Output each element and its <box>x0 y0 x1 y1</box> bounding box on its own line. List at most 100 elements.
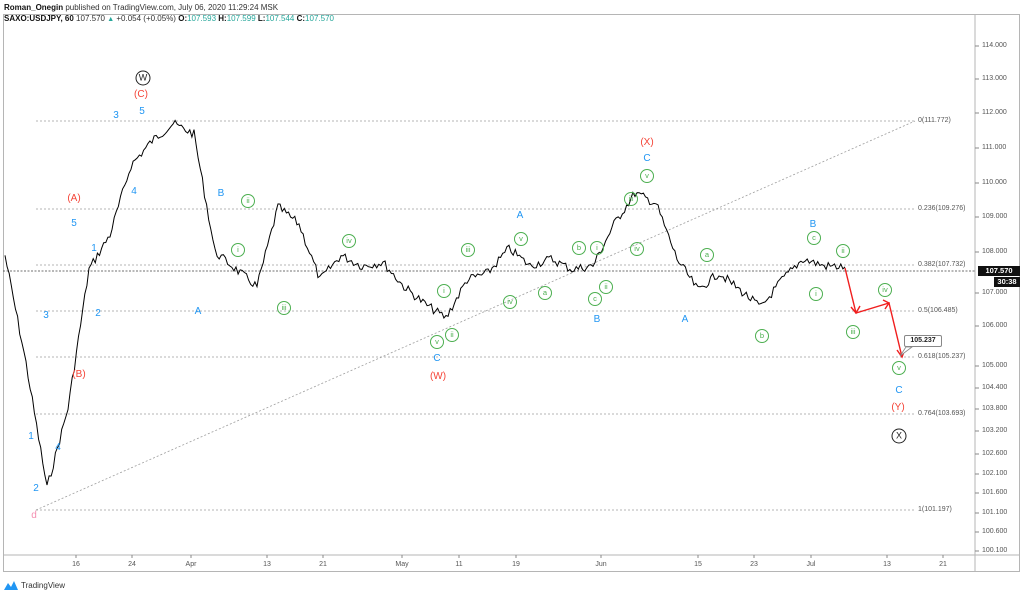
time-axis-ticks <box>75 555 944 558</box>
price-tick-label: 112.000 <box>982 109 1007 116</box>
chart-header: Roman_Onegin published on TradingView.co… <box>4 2 334 25</box>
price-change: +0.054 (+0.05%) <box>116 14 176 23</box>
wave-label[interactable]: i <box>231 243 245 257</box>
time-tick-label: 21 <box>319 561 327 568</box>
projection-arrows <box>844 267 906 359</box>
wave-label[interactable]: v <box>892 361 906 375</box>
wave-label[interactable]: A <box>516 210 524 221</box>
time-tick-label: 23 <box>750 561 758 568</box>
price-tick-label: 111.000 <box>982 144 1007 151</box>
time-tick-label: 15 <box>694 561 702 568</box>
wave-label[interactable]: B <box>809 219 817 230</box>
fib-level-label: 0.764(103.693) <box>918 410 966 417</box>
wave-label[interactable]: 4 <box>55 442 61 453</box>
tradingview-logo-text: TradingView <box>21 581 66 590</box>
time-tick-label: 13 <box>263 561 271 568</box>
wave-label[interactable]: (C) <box>134 89 148 100</box>
wave-label[interactable]: (X) <box>640 137 654 148</box>
wave-label[interactable]: b <box>755 329 769 343</box>
wave-label[interactable]: iv <box>878 283 892 297</box>
callout-pointer <box>899 346 914 357</box>
wave-label[interactable]: X <box>891 428 907 444</box>
high-label: H: <box>218 14 227 23</box>
wave-label[interactable]: iii <box>846 325 860 339</box>
time-tick-label: 13 <box>883 561 891 568</box>
wave-label[interactable]: A <box>194 306 202 317</box>
wave-label[interactable]: 4 <box>131 186 137 197</box>
close-value: 107.570 <box>305 14 334 23</box>
fib-level-label: 0.618(105.237) <box>918 353 966 360</box>
wave-label[interactable]: 3 <box>113 110 119 121</box>
price-tick-label: 114.000 <box>982 42 1007 49</box>
wave-label[interactable]: C <box>643 153 651 164</box>
wave-label[interactable]: W <box>135 70 151 86</box>
wave-label[interactable]: i <box>809 287 823 301</box>
wave-label[interactable]: 1 <box>28 431 34 442</box>
low-value: 107.544 <box>265 14 295 23</box>
wave-label[interactable]: ii <box>599 280 613 294</box>
symbol-name: SAXO:USDJPY, 60 <box>4 14 74 23</box>
fib-level-label: 0.382(107.732) <box>918 261 966 268</box>
wave-label[interactable]: C <box>895 385 903 396</box>
time-tick-label: 19 <box>512 561 520 568</box>
wave-label[interactable]: a <box>538 286 552 300</box>
time-tick-label: 16 <box>72 561 80 568</box>
wave-label[interactable]: (B) <box>72 369 86 380</box>
wave-label[interactable]: iv <box>342 234 356 248</box>
price-tick-label: 110.000 <box>982 179 1007 186</box>
wave-label[interactable]: v <box>430 335 444 349</box>
wave-label[interactable]: c <box>588 292 602 306</box>
wave-label[interactable]: c <box>807 231 821 245</box>
fib-level-label: 0.236(109.276) <box>918 205 966 212</box>
wave-label[interactable]: iii <box>624 192 638 206</box>
wave-label[interactable]: iv <box>630 242 644 256</box>
price-tick-label: 100.100 <box>982 547 1008 554</box>
wave-label[interactable]: iii <box>461 243 475 257</box>
wave-label[interactable]: A <box>681 314 689 325</box>
wave-label[interactable]: d <box>31 510 37 521</box>
wave-label[interactable]: ii <box>836 244 850 258</box>
wave-label[interactable]: iv <box>503 295 517 309</box>
wave-label[interactable]: i <box>590 241 604 255</box>
wave-label[interactable]: a <box>700 248 714 262</box>
wave-label[interactable]: 2 <box>33 483 39 494</box>
fib-level-label: 1(101.197) <box>918 506 952 513</box>
wave-label[interactable]: ii <box>241 194 255 208</box>
wave-label[interactable]: C <box>433 353 441 364</box>
wave-label[interactable]: 1 <box>91 243 97 254</box>
published-text: published on TradingView.com, July 06, 2… <box>65 3 279 12</box>
wave-label[interactable]: 5 <box>71 218 77 229</box>
tradingview-logo[interactable]: TradingView <box>4 581 65 590</box>
fib-trendline <box>35 120 916 511</box>
wave-label[interactable]: (A) <box>67 193 81 204</box>
wave-label[interactable]: (W) <box>429 371 447 382</box>
price-series <box>4 119 846 486</box>
price-tick-label: 101.600 <box>982 489 1008 496</box>
bar-countdown-badge: 30:38 <box>994 277 1020 287</box>
price-tick-label: 104.400 <box>982 384 1008 391</box>
wave-label[interactable]: (Y) <box>891 402 905 413</box>
price-axis-ticks <box>975 45 979 552</box>
chart-frame[interactable] <box>3 14 1020 572</box>
wave-label[interactable]: ii <box>445 328 459 342</box>
open-label: O: <box>178 14 188 23</box>
price-tick-label: 102.600 <box>982 450 1008 457</box>
wave-label[interactable]: iii <box>277 301 291 315</box>
price-tick-label: 101.100 <box>982 509 1008 516</box>
wave-label[interactable]: v <box>514 232 528 246</box>
wave-label[interactable]: B <box>593 314 601 325</box>
last-price-badge: 107.570 <box>978 266 1020 276</box>
wave-label[interactable]: 5 <box>139 106 145 117</box>
wave-label[interactable]: b <box>572 241 586 255</box>
wave-label[interactable]: B <box>217 188 225 199</box>
time-tick-label: 21 <box>939 561 947 568</box>
price-tick-label: 103.200 <box>982 427 1008 434</box>
time-tick-label: 24 <box>128 561 136 568</box>
price-tick-label: 106.000 <box>982 322 1008 329</box>
wave-label[interactable]: v <box>640 169 654 183</box>
wave-label[interactable]: 2 <box>95 308 101 319</box>
wave-label[interactable]: i <box>437 284 451 298</box>
wave-label[interactable]: 3 <box>43 310 49 321</box>
author-name[interactable]: Roman_Onegin <box>4 3 64 12</box>
